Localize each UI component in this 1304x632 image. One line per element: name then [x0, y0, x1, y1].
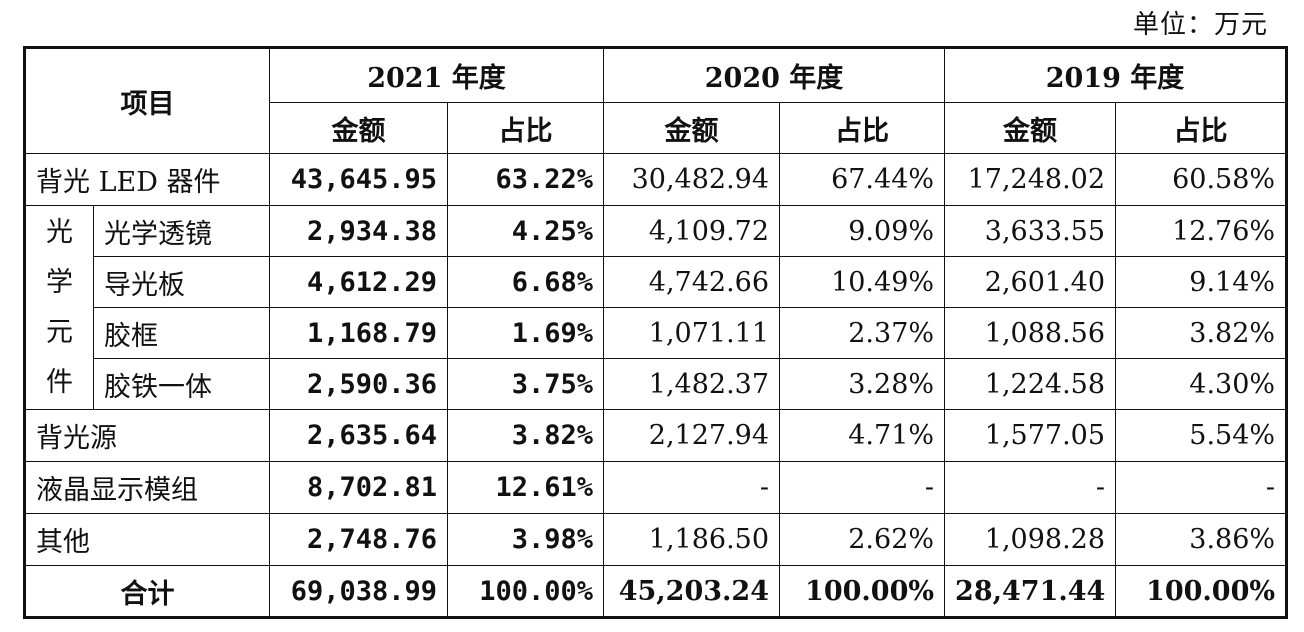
- amount-2019: 17,248.02: [944, 153, 1117, 206]
- table-row: 背光源 2,635.64 3.82% 2,127.94 4.71% 1,577.…: [24, 409, 1288, 462]
- amount-2021: 1,168.79: [269, 307, 448, 359]
- header-ratio-2021: 占比: [446, 102, 605, 154]
- ratio-2019: -: [1115, 461, 1288, 514]
- total-row: 合计 69,038.99 100.00% 45,203.24 100.00% 2…: [24, 565, 1288, 618]
- amount-2019: 1,098.28: [944, 513, 1117, 566]
- ratio-2021: 6.68%: [446, 256, 605, 308]
- row-label: 液晶显示模组: [24, 461, 270, 514]
- total-amount-2021: 69,038.99: [269, 565, 448, 618]
- ratio-2021: 12.61%: [446, 461, 605, 514]
- amount-2019: 1,224.58: [944, 358, 1117, 410]
- amount-2021: 8,702.81: [269, 461, 448, 514]
- amount-2021: 2,934.38: [269, 205, 448, 257]
- row-label: 胶框: [93, 307, 270, 359]
- row-label: 背光 LED 器件: [24, 153, 270, 206]
- ratio-2021: 4.25%: [446, 205, 605, 257]
- ratio-2019: 4.30%: [1115, 358, 1288, 410]
- amount-2020: 2,127.94: [603, 409, 781, 462]
- ratio-2020: 10.49%: [779, 256, 946, 308]
- amount-2020: 4,742.66: [603, 256, 781, 308]
- header-row-years: 项目 2021 年度 2020 年度 2019 年度: [24, 47, 1288, 154]
- row-label: 光学透镜: [93, 205, 270, 257]
- amount-2020: 1,071.11: [603, 307, 781, 359]
- total-ratio-2020: 100.00%: [779, 565, 946, 618]
- ratio-2019: 3.82%: [1115, 307, 1288, 359]
- group-label-char: 元: [46, 316, 73, 348]
- ratio-2020: 2.62%: [779, 513, 946, 566]
- total-ratio-2021: 100.00%: [446, 565, 605, 618]
- header-year-2020: 2020 年度: [603, 47, 946, 103]
- optical-components-group-label: 光 学 元 件: [24, 205, 94, 410]
- amount-2021: 2,748.76: [269, 513, 448, 566]
- total-ratio-2019: 100.00%: [1115, 565, 1288, 618]
- amount-2021: 2,590.36: [269, 358, 448, 410]
- amount-2020: 1,186.50: [603, 513, 781, 566]
- amount-2020: 1,482.37: [603, 358, 781, 410]
- row-label: 导光板: [93, 256, 270, 308]
- ratio-2021: 63.22%: [446, 153, 605, 206]
- amount-2021: 2,635.64: [269, 409, 448, 462]
- ratio-2021: 3.75%: [446, 358, 605, 410]
- header-amount-2020: 金额: [603, 102, 781, 154]
- ratio-2021: 1.69%: [446, 307, 605, 359]
- total-amount-2019: 28,471.44: [944, 565, 1117, 618]
- ratio-2020: 4.71%: [779, 409, 946, 462]
- ratio-2020: -: [779, 461, 946, 514]
- amount-2019: 1,088.56: [944, 307, 1117, 359]
- amount-2020: -: [603, 461, 781, 514]
- row-label: 胶铁一体: [93, 358, 270, 410]
- ratio-2019: 9.14%: [1115, 256, 1288, 308]
- ratio-2019: 12.76%: [1115, 205, 1288, 257]
- table-row: 胶铁一体 2,590.36 3.75% 1,482.37 3.28% 1,224…: [25, 358, 1288, 410]
- total-label: 合计: [24, 565, 270, 618]
- group-label-char: 学: [46, 266, 73, 298]
- amount-2021: 43,645.95: [269, 153, 448, 206]
- amount-2019: 2,601.40: [944, 256, 1117, 308]
- amount-2020: 30,482.94: [603, 153, 781, 206]
- amount-2019: 1,577.05: [944, 409, 1117, 462]
- table-row: 液晶显示模组 8,702.81 12.61% - - - -: [24, 461, 1288, 514]
- amount-2019: 3,633.55: [944, 205, 1117, 257]
- table-row: 其他 2,748.76 3.98% 1,186.50 2.62% 1,098.2…: [24, 513, 1288, 566]
- group-label-char: 光: [46, 216, 73, 248]
- table-row: 光 学 元 件 光学透镜 2,934.38 4.25% 4,109.72 9.0…: [24, 205, 1288, 410]
- row-label: 背光源: [24, 409, 270, 462]
- header-amount-2021: 金额: [269, 102, 448, 154]
- header-ratio-2020: 占比: [779, 102, 946, 154]
- ratio-2019: 5.54%: [1115, 409, 1288, 462]
- header-ratio-2019: 占比: [1115, 102, 1288, 154]
- group-label-char: 件: [46, 366, 73, 398]
- header-year-2021: 2021 年度: [268, 47, 605, 103]
- total-amount-2020: 45,203.24: [603, 565, 781, 618]
- header-item: 项目: [24, 47, 270, 154]
- ratio-2020: 9.09%: [779, 205, 946, 257]
- header-year-2019: 2019 年度: [944, 47, 1288, 103]
- ratio-2021: 3.98%: [446, 513, 605, 566]
- amount-2021: 4,612.29: [269, 256, 448, 308]
- revenue-table: 项目 2021 年度 2020 年度 2019 年度 金额 占比 金额 占比 金…: [23, 46, 1289, 619]
- table-row: 导光板 4,612.29 6.68% 4,742.66 10.49% 2,601…: [25, 256, 1288, 308]
- ratio-2019: 3.86%: [1115, 513, 1288, 566]
- unit-label: 单位：万元: [1132, 10, 1268, 40]
- header-amount-2019: 金额: [944, 102, 1117, 154]
- ratio-2020: 67.44%: [779, 153, 946, 206]
- amount-2019: -: [944, 461, 1117, 514]
- table-row: 胶框 1,168.79 1.69% 1,071.11 2.37% 1,088.5…: [25, 307, 1288, 359]
- ratio-2019: 60.58%: [1115, 153, 1288, 206]
- amount-2020: 4,109.72: [603, 205, 781, 257]
- row-label: 其他: [24, 513, 270, 566]
- ratio-2021: 3.82%: [446, 409, 605, 462]
- table-row: 背光 LED 器件 43,645.95 63.22% 30,482.94 67.…: [24, 153, 1288, 206]
- ratio-2020: 3.28%: [779, 358, 946, 410]
- ratio-2020: 2.37%: [779, 307, 946, 359]
